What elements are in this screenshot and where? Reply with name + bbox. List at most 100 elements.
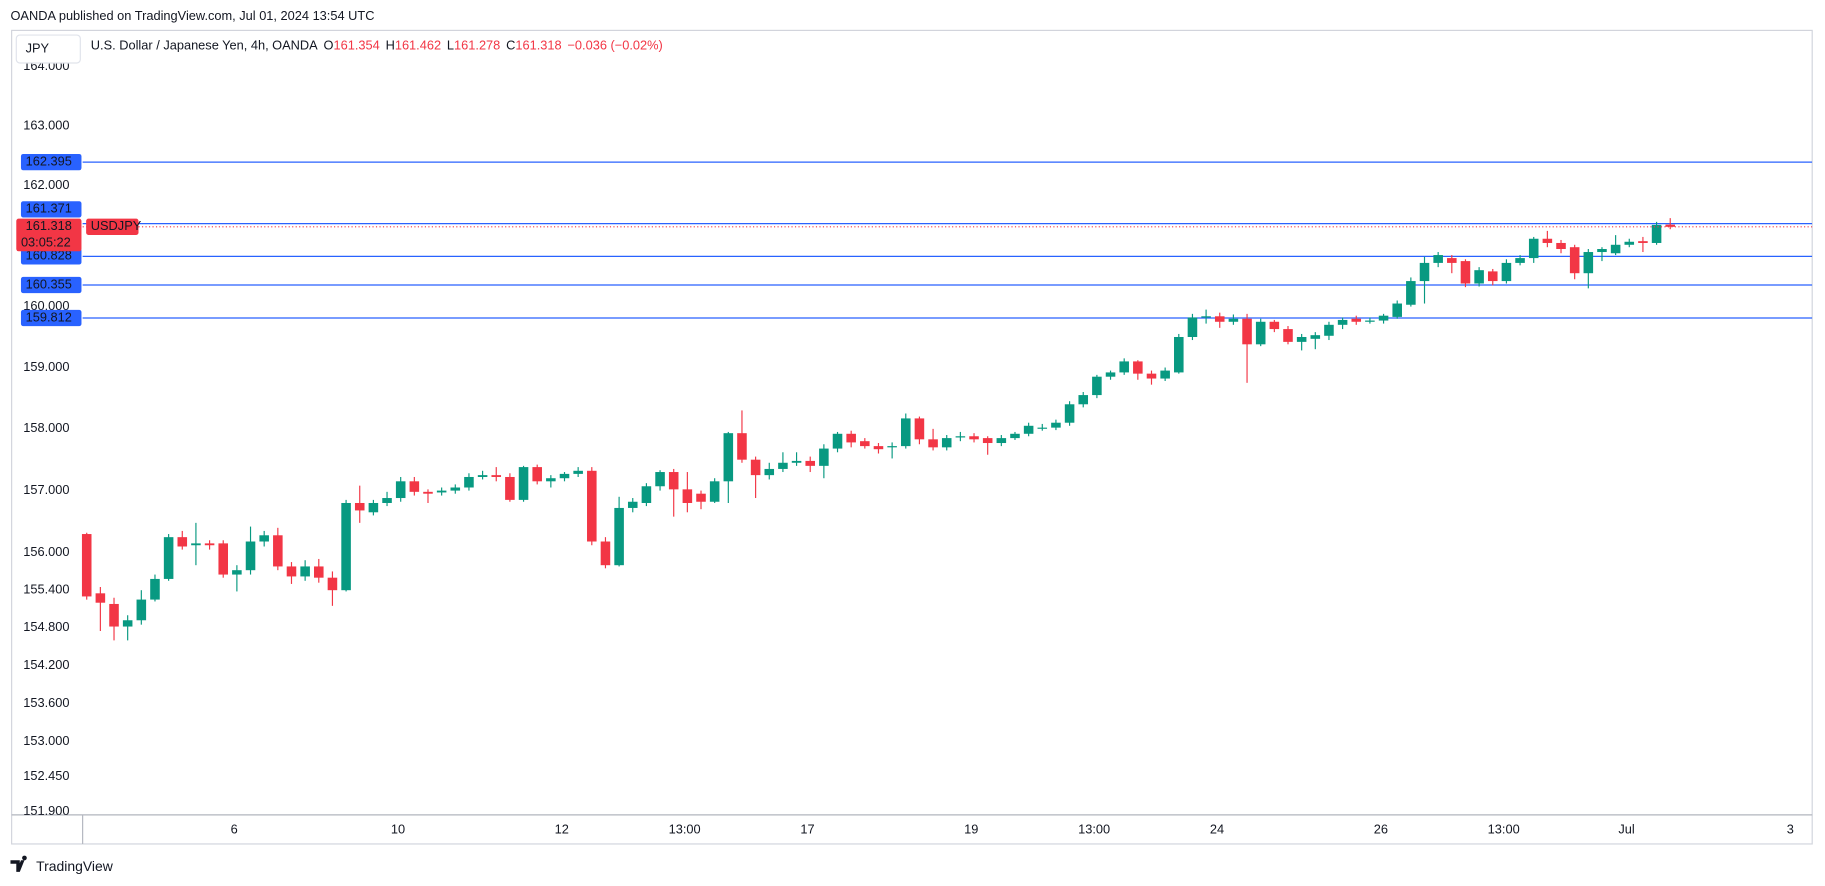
y-axis: 164.000163.000162.000160.000159.000158.0… bbox=[23, 58, 69, 818]
candle-body bbox=[614, 507, 624, 566]
candle-body bbox=[1283, 329, 1293, 342]
candle-body bbox=[900, 418, 911, 447]
legend-change: −0.036 (−0.02%) bbox=[567, 38, 662, 53]
candle-body bbox=[723, 433, 734, 482]
candle-body bbox=[1324, 324, 1334, 336]
candle-body bbox=[682, 489, 693, 503]
y-tick-label: 152.450 bbox=[23, 768, 69, 783]
candle-body bbox=[791, 460, 802, 463]
candle-body bbox=[1255, 321, 1266, 345]
x-tick-label: 17 bbox=[800, 821, 814, 836]
legend: U.S. Dollar / Japanese Yen, 4h, OANDA O16… bbox=[91, 38, 663, 53]
candle-body bbox=[1078, 395, 1089, 405]
candle-body bbox=[505, 476, 515, 500]
candle-body bbox=[232, 570, 242, 575]
price-line-tag bbox=[20, 276, 82, 294]
candle-body bbox=[136, 599, 147, 621]
candle-body bbox=[122, 620, 133, 627]
candle-body bbox=[832, 433, 843, 449]
price-line-tag bbox=[20, 201, 82, 218]
x-tick-label: 12 bbox=[555, 821, 569, 836]
legend-open: 161.354 bbox=[333, 38, 379, 53]
x-tick-label: 26 bbox=[1374, 821, 1388, 836]
x-tick-label: Jul bbox=[1618, 821, 1634, 836]
candle-body bbox=[696, 493, 706, 502]
candle-body bbox=[95, 593, 106, 603]
candle-body bbox=[1310, 335, 1321, 339]
candle-body bbox=[1665, 224, 1676, 227]
candle-body bbox=[1037, 427, 1048, 429]
candle-body bbox=[1474, 270, 1484, 284]
plot-area bbox=[81, 161, 1813, 641]
price-line-label: 160.828 bbox=[26, 248, 72, 263]
candle-body bbox=[204, 543, 215, 546]
candle-body bbox=[423, 491, 433, 494]
candle-body bbox=[668, 472, 679, 490]
candle-body bbox=[1228, 318, 1239, 322]
symbol-button[interactable] bbox=[15, 34, 81, 64]
legend-title: U.S. Dollar / Japanese Yen, 4h, OANDA bbox=[91, 38, 318, 53]
candle-body bbox=[1378, 315, 1389, 321]
candle-body bbox=[1187, 317, 1198, 337]
price-line-tag bbox=[20, 248, 82, 265]
candle-body bbox=[1133, 361, 1143, 374]
candle-body bbox=[81, 534, 92, 597]
candle-body bbox=[1269, 321, 1280, 330]
candle-body bbox=[1447, 258, 1457, 263]
candle-body bbox=[1119, 361, 1129, 373]
candle-body bbox=[764, 468, 775, 476]
legend-open-label: O bbox=[324, 38, 334, 53]
candle-body bbox=[1487, 271, 1498, 282]
candle-body bbox=[587, 470, 597, 542]
legend-close: 161.318 bbox=[515, 38, 561, 53]
candle-body bbox=[1296, 336, 1307, 342]
footer-brand: TradingView bbox=[36, 858, 114, 874]
last-price-label: 161.318 bbox=[26, 218, 72, 233]
candle-body bbox=[846, 433, 856, 443]
candle-body bbox=[778, 462, 788, 469]
candle-body bbox=[436, 490, 447, 493]
x-tick-label: 13:00 bbox=[1078, 821, 1110, 836]
candle-body bbox=[559, 473, 570, 479]
candle-body bbox=[409, 481, 420, 492]
candle-body bbox=[1528, 238, 1539, 259]
candle-body bbox=[641, 486, 652, 503]
candle-body bbox=[1201, 316, 1211, 318]
candle-body bbox=[259, 535, 269, 542]
logo-mark bbox=[10, 855, 27, 872]
symbol-button-label[interactable]: JPY bbox=[26, 40, 50, 55]
candle-body bbox=[887, 446, 897, 448]
candle-body bbox=[245, 541, 256, 571]
candle-body bbox=[655, 472, 665, 487]
candle-body bbox=[1160, 370, 1170, 379]
candle-body bbox=[600, 541, 611, 566]
y-tick-label: 155.400 bbox=[23, 582, 69, 597]
candle-body bbox=[1406, 281, 1416, 305]
y-tick-label: 151.900 bbox=[23, 803, 69, 818]
y-tick-label: 162.000 bbox=[23, 177, 69, 192]
legend-close-label: C bbox=[506, 38, 515, 53]
candle-body bbox=[573, 470, 583, 474]
countdown-label: 03:05:22 bbox=[21, 234, 71, 249]
candle-body bbox=[805, 460, 815, 466]
candle-body bbox=[368, 502, 379, 513]
tradingview-logo: TradingView bbox=[10, 855, 114, 874]
candle-body bbox=[1023, 425, 1034, 434]
candle-body bbox=[982, 438, 993, 444]
candle-body bbox=[1174, 336, 1184, 373]
y-tick-label: 159.000 bbox=[23, 359, 69, 374]
chart-frame bbox=[11, 29, 1813, 845]
candle-body bbox=[1597, 249, 1607, 253]
candle-body bbox=[191, 543, 201, 546]
legend-low-label: L bbox=[447, 38, 454, 53]
symbol-tag bbox=[86, 218, 139, 235]
candle-body bbox=[1624, 241, 1635, 245]
candle-body bbox=[327, 577, 338, 591]
candle-body bbox=[1051, 422, 1061, 428]
candle-body bbox=[1064, 404, 1075, 423]
candle-body bbox=[1337, 319, 1348, 325]
candle-body bbox=[464, 476, 474, 488]
legend-low: 161.278 bbox=[454, 38, 500, 53]
